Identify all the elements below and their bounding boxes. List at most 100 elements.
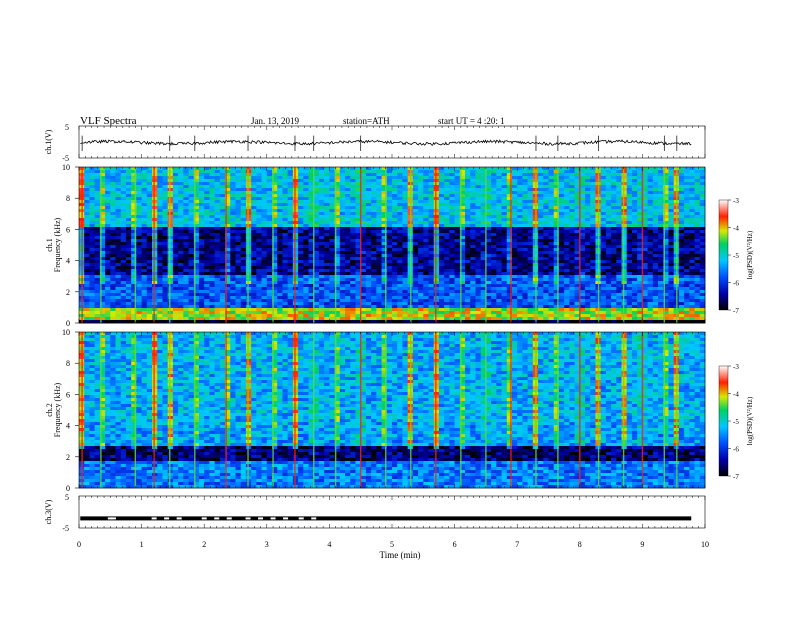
spectrogram-cell xyxy=(486,173,492,176)
spectrogram-cell xyxy=(178,254,184,257)
spectrogram-cell xyxy=(230,290,236,293)
spectrogram-cell xyxy=(256,230,262,233)
spectrogram-cell xyxy=(105,203,111,206)
spectrogram-cell xyxy=(84,179,90,182)
spectrogram-cell xyxy=(491,281,497,284)
spectrogram-cell xyxy=(162,254,168,257)
spectrogram-cell xyxy=(449,305,455,308)
spectrogram-cell xyxy=(162,194,168,197)
spectrogram-cell xyxy=(475,209,481,212)
spectrogram-cell xyxy=(496,314,502,317)
spectrogram-cell xyxy=(199,260,205,263)
spectrogram-cell xyxy=(178,290,184,293)
spectrogram-cell xyxy=(183,230,189,233)
spectrogram-cell xyxy=(105,191,111,194)
spectrogram-cell xyxy=(564,215,570,218)
spectrogram-cell xyxy=(512,227,518,230)
spectrogram-cell xyxy=(387,284,393,287)
spectrogram-cell xyxy=(314,296,320,299)
spectrogram-cell xyxy=(439,284,445,287)
spectrogram-cell xyxy=(549,272,555,275)
spectrogram-cell xyxy=(168,203,174,206)
spectrogram-cell xyxy=(147,221,153,224)
spectrogram-cell xyxy=(392,287,398,290)
spectrogram-cell xyxy=(392,284,398,287)
spectrogram-cell xyxy=(512,260,518,263)
spectrogram-cell xyxy=(559,236,565,239)
spectrogram-cell xyxy=(95,317,101,320)
spectrogram-cell xyxy=(256,209,262,212)
spectrogram-cell xyxy=(298,272,304,275)
spectrogram-cell xyxy=(220,227,226,230)
spectrogram-cell xyxy=(361,317,367,320)
spectrogram-cell xyxy=(126,245,132,248)
spectrogram-cell xyxy=(262,248,268,251)
spectrogram-cell xyxy=(392,308,398,311)
spectrogram-cell xyxy=(267,245,273,248)
spectrogram-cell xyxy=(105,212,111,215)
spectrogram-cell xyxy=(136,218,142,221)
spectrogram-cell xyxy=(366,182,372,185)
spectrogram-cell xyxy=(105,260,111,263)
spectrogram-cell xyxy=(236,242,242,245)
spectrogram-cell xyxy=(564,287,570,290)
spectrogram-cell xyxy=(522,224,528,227)
spectrogram-cell xyxy=(147,290,153,293)
spectrogram-cell xyxy=(319,299,325,302)
spectrogram-cell xyxy=(241,221,247,224)
spectrogram-cell xyxy=(397,188,403,191)
spectrogram-cell xyxy=(569,281,575,284)
spectrogram-cell xyxy=(204,179,210,182)
spectrogram-cell xyxy=(502,200,508,203)
spectrogram-cell xyxy=(486,206,492,209)
spectrogram-cell xyxy=(429,245,435,248)
spectrogram-cell xyxy=(402,194,408,197)
spectrogram-cell xyxy=(361,182,367,185)
spectrogram-cell xyxy=(449,218,455,221)
spectrogram-cell xyxy=(319,173,325,176)
spectrogram-cell xyxy=(267,215,273,218)
spectrogram-cell xyxy=(298,179,304,182)
spectrogram-cell xyxy=(298,287,304,290)
spectrogram-cell xyxy=(256,179,262,182)
spectrogram-cell xyxy=(89,224,95,227)
spectrogram-cell xyxy=(262,227,268,230)
spectrogram-cell xyxy=(371,251,377,254)
spectrogram-cell xyxy=(512,221,518,224)
spectrogram-cell xyxy=(89,230,95,233)
spectrogram-cell xyxy=(418,278,424,281)
spectrogram-cell xyxy=(564,317,570,320)
spectrogram-cell xyxy=(142,209,148,212)
spectrogram-cell xyxy=(136,281,142,284)
spectrogram-cell xyxy=(418,188,424,191)
spectrogram-cell xyxy=(84,230,90,233)
spectrogram-cell xyxy=(142,191,148,194)
spectrogram-cell xyxy=(105,185,111,188)
spectrogram-cell xyxy=(486,269,492,272)
spectrogram-cell xyxy=(147,263,153,266)
spectrogram-cell xyxy=(147,212,153,215)
spectrogram-cell xyxy=(329,212,335,215)
spectrogram-cell xyxy=(569,254,575,257)
spectrogram-cell xyxy=(178,263,184,266)
spectrogram-cell xyxy=(392,275,398,278)
spectrogram-cell xyxy=(314,194,320,197)
spectrogram-cell xyxy=(157,269,163,272)
spectrogram-cell xyxy=(157,206,163,209)
spectrogram-cell xyxy=(319,179,325,182)
spectrogram-cell xyxy=(528,188,534,191)
spectrogram-cell xyxy=(288,269,294,272)
spectrogram-cell xyxy=(418,281,424,284)
spectrogram-cell xyxy=(376,197,382,200)
spectrogram-cell xyxy=(199,284,205,287)
spectrogram-cell xyxy=(502,173,508,176)
spectrogram-cell xyxy=(215,281,221,284)
spectrogram-cell xyxy=(282,314,288,317)
spectrogram-cell xyxy=(361,176,367,179)
spectrogram-cell xyxy=(491,248,497,251)
spectrogram-cell xyxy=(189,182,195,185)
spectrogram-cell xyxy=(564,182,570,185)
spectrogram-cell xyxy=(569,227,575,230)
spectrogram-cell xyxy=(340,248,346,251)
spectrogram-cell xyxy=(444,179,450,182)
